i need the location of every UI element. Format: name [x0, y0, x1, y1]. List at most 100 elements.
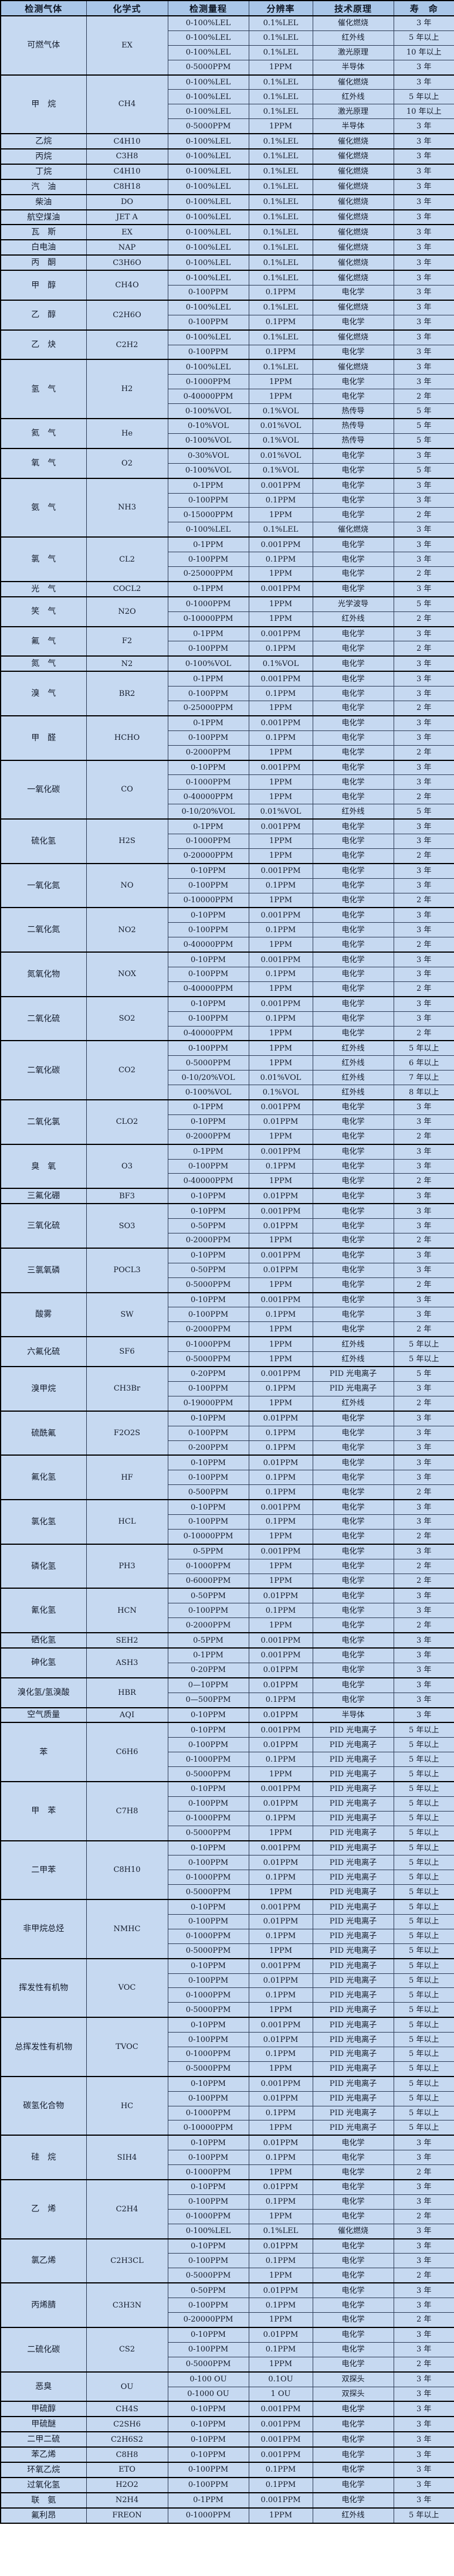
range-cell: 0-1PPM	[167, 715, 249, 731]
life-cell: 3 年	[393, 148, 454, 165]
gas-spec-table: 检测气体 化学式 检测量程 分辨率 技术原理 寿 命 可燃气体 EX 0-100%L…	[0, 0, 454, 2524]
gas-cell: 三氟化硼	[0, 1188, 87, 1204]
formula-cell: BR2	[86, 671, 168, 716]
range-cell: 0-1000PPM	[167, 1928, 249, 1944]
gas-cell: 氢 气	[0, 359, 87, 419]
range-cell: 0-1000PPM	[167, 2507, 249, 2524]
resolution-cell: 0.001PPM	[248, 2017, 313, 2033]
table-row: 0-2000PPM 1PPM 电化学 2 年	[1, 1617, 454, 1633]
gas-cell: 溴 气	[0, 671, 87, 716]
range-cell: 0-2000PPM	[167, 1233, 249, 1249]
gas-cell: 氟 气	[0, 626, 87, 657]
life-cell: 2 年	[393, 2312, 454, 2328]
formula-cell: ETO	[86, 2461, 168, 2478]
life-cell: 5 年	[393, 463, 454, 479]
life-cell: 3 年	[393, 1514, 454, 1530]
table-row: 0-1000PPM 0.1PPM PID 光电离子 5 年以上	[1, 1928, 454, 1944]
resolution-cell: 1 OU	[248, 2386, 313, 2402]
resolution-cell: 0.001PPM	[248, 2492, 313, 2509]
gas-cell: 三氯氧磷	[0, 1247, 87, 1293]
range-cell: 0-30%VOL	[167, 447, 249, 464]
tech-cell: 催化燃烧	[312, 133, 394, 149]
range-cell: 0-100PPM	[167, 2298, 249, 2313]
formula-cell: HCHO	[86, 715, 168, 761]
range-cell: 0-25000PPM	[167, 700, 249, 716]
table-row: 氯化氢 HCL 0-10PPM 0.001PPM 电化学 3 年	[0, 1499, 454, 1545]
resolution-cell: 0.01PPM	[248, 1454, 313, 1471]
gas-cell: 甲硫醚	[0, 2416, 87, 2432]
tech-cell: 电化学	[312, 2179, 394, 2195]
resolution-cell: 1PPM	[248, 1528, 313, 1545]
table-row: 0-100PPM 0.1PPM 电化学 3 年	[1, 1470, 454, 1486]
gas-cell: 溴甲烷	[0, 1366, 87, 1412]
table-row: 0-100PPM 0.01PPM PID 光电离子 5 年以上	[1, 2091, 454, 2106]
range-cell: 0-5000PPM	[167, 2268, 249, 2283]
resolution-cell: 0.1PPM	[248, 1307, 313, 1323]
tech-cell: 电化学	[312, 862, 394, 879]
resolution-cell: 0.1%LEL	[248, 254, 313, 271]
resolution-cell: 0.001PPM	[248, 1543, 313, 1559]
range-cell: 0-10000PPM	[167, 1528, 249, 1545]
table-row: 砷化氢 ASH3 0-1PPM 0.001PPM 电化学 3 年	[0, 1647, 454, 1678]
table-row: 0-100PPM 0.1PPM 电化学 3 年	[1, 1603, 454, 1619]
gas-cell: 汽 油	[0, 178, 87, 195]
table-row: 丁烷 C4H10 0-100%LEL 0.1%LEL 催化燃烧 3 年	[0, 163, 454, 180]
tech-cell: 电化学	[312, 1129, 394, 1145]
table-row: 0-100%LEL 0.1%LEL 红外线 5 年以上	[1, 89, 454, 105]
resolution-cell: 0.1PPM	[248, 552, 313, 567]
range-cell: 0-10PPM	[167, 2017, 249, 2033]
tech-cell: 催化燃烧	[312, 209, 394, 225]
resolution-cell: 1PPM	[248, 118, 313, 134]
tech-cell: 电化学	[312, 922, 394, 938]
gas-cell: 二氧化氯	[0, 1099, 87, 1145]
tech-cell: 电化学	[312, 626, 394, 642]
formula-cell: CLO2	[86, 1099, 168, 1145]
range-cell: 0-100%LEL	[167, 209, 249, 225]
range-cell: 0-100PPM	[167, 967, 249, 982]
tech-cell: 催化燃烧	[312, 359, 394, 375]
resolution-cell: 0.01PPM	[248, 1662, 313, 1678]
resolution-cell: 1PPM	[248, 566, 313, 582]
life-cell: 3 年	[393, 522, 454, 538]
table-row: 瓦 斯 EX 0-100%LEL 0.1%LEL 催化燃烧 3 年	[0, 224, 454, 240]
gas-cell: 酸雾	[0, 1292, 87, 1337]
life-cell: 5 年以上	[393, 1870, 454, 1885]
life-cell: 2 年	[393, 981, 454, 997]
life-cell: 3 年	[393, 2194, 454, 2210]
range-cell: 0-20000PPM	[167, 2312, 249, 2328]
table-row: 二氧化硫 SO2 0-10PPM 0.001PPM 电化学 3 年	[0, 995, 454, 1041]
table-row: 0-100PPM 0.1PPM 电化学 3 年	[1, 1307, 454, 1323]
tech-cell: 电化学	[312, 2238, 394, 2254]
tech-cell: 红外线	[312, 1395, 394, 1412]
life-cell: 3 年	[393, 1188, 454, 1204]
resolution-cell: 0.1%LEL	[248, 329, 313, 345]
header-life: 寿 命	[393, 0, 454, 16]
table-row: 0-40000PPM 1PPM 电化学 2 年	[1, 789, 454, 805]
range-cell: 0-100%LEL	[167, 193, 249, 210]
range-cell: 0-100PPM	[167, 1796, 249, 1812]
tech-cell: 电化学	[312, 1692, 394, 1708]
range-cell: 0-40000PPM	[167, 789, 249, 805]
tech-cell: 电化学	[312, 671, 394, 687]
life-cell: 3 年	[393, 178, 454, 195]
table-row: 0-1000PPM 1PPM 电化学 2 年	[1, 2208, 454, 2224]
range-cell: 0-1PPM	[167, 1143, 249, 1160]
range-cell: 0-40000PPM	[167, 937, 249, 953]
resolution-cell: 1PPM	[248, 2356, 313, 2373]
gas-cell: 丙 酮	[0, 254, 87, 271]
formula-cell: C3H8	[86, 148, 168, 165]
formula-cell: C4H10	[86, 133, 168, 149]
gas-cell: 氯化氢	[0, 1499, 87, 1545]
tech-cell: 电化学	[312, 2208, 394, 2224]
life-cell: 5 年以上	[393, 2105, 454, 2121]
resolution-cell: 0.1PPM	[248, 2194, 313, 2210]
life-cell: 3 年	[393, 2492, 454, 2509]
range-cell: 0-50PPM	[167, 1262, 249, 1278]
life-cell: 3 年	[393, 1543, 454, 1559]
gas-cell: 一氧化氮	[0, 862, 87, 908]
table-row: 三氯氧磷 POCL3 0-10PPM 0.001PPM 电化学 3 年	[0, 1247, 454, 1293]
range-cell: 0-100%VOL	[167, 655, 249, 672]
tech-cell: 激光原理	[312, 104, 394, 120]
life-cell: 5 年以上	[393, 1796, 454, 1812]
table-row: 六氟化硫 SF6 0-1000PPM 1PPM 红外线 5 年以上	[0, 1336, 454, 1367]
